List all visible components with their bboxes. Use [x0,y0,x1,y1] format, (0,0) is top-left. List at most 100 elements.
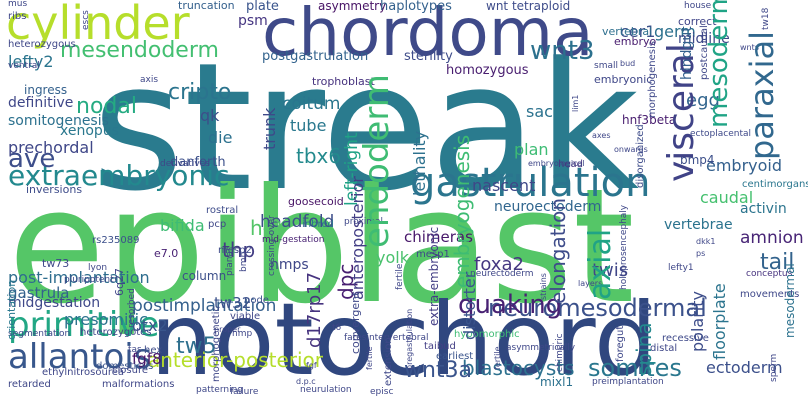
word-axial: axial [583,228,618,300]
word-headfold: headfold [260,212,335,232]
word-pluripotent: inversions [26,183,83,196]
word-neuroectoderm: neuroectoderm [494,199,602,215]
word-earliest: hypomorphic [454,329,520,340]
word-gastrula: gastrula [8,284,70,302]
word-lefty1: layers [578,279,603,288]
word-spina: spina [632,322,656,376]
word-proximal: proximal [344,217,384,227]
word-lyon: pluripotent [64,275,114,285]
word-d17rp17: d17rp17 [304,271,325,348]
word-failure: patterning [196,385,243,395]
word-inversions: derivatives [160,159,210,169]
word-t6: fatesintervertebral [344,333,429,343]
word-cylinder: cylinder [6,0,190,50]
word-definitive: definitive [8,95,74,111]
word-distorter: distorter [460,271,479,340]
word-polarity: polarity [688,291,707,352]
word-gastrulation: gastrulation [410,160,651,206]
word-column: column [182,269,227,283]
word-6q27: e7.0 [154,247,179,260]
word-wnt3: wnt3 [530,36,595,66]
word-day: wnts [740,43,759,52]
word-axes: onwards [614,145,648,154]
word-movements: conceptus [746,269,793,279]
word-haplotypes: haplotypes [380,0,452,14]
word-midline: midline [678,31,730,47]
word-foxa2: foxa2 [474,254,524,275]
word-pcp: node [244,295,269,306]
word-presomitic: presomitic [64,310,148,329]
word-plate: plate [246,0,279,14]
word-hex: domesticus [96,361,154,372]
word-sperm: dkk1 [696,237,716,246]
word-axis: escs [81,10,91,30]
word-sac: sac [526,102,553,121]
word-embryonic: tw18 [761,7,771,30]
word-plan: plan [514,140,549,159]
word-postcaudal: ectoplacental [690,129,751,139]
word-mus: ribs [8,11,27,22]
word-mesp1: mesp1 [416,249,450,260]
word-ingress: ingress [24,83,68,97]
word-allantois: allantois [8,337,152,377]
word-tas: nmp [232,329,253,339]
word-activin: activin [740,201,787,217]
word-planar: bmp [239,251,249,272]
word-trunk: trunk [260,107,279,150]
word-midgestation: midgestation [8,295,101,311]
word-wnt3a: wnt3a [404,358,473,383]
word-nascent: nascent [472,176,536,195]
word-disorganized: morphogenesis [647,41,658,118]
word-mesp2: mesp2 [218,245,252,256]
word-tw73: rs235089 [92,235,140,246]
word-convergent: convergent [349,291,362,354]
word-bud: small [594,61,618,71]
word-extension: taibud [424,341,456,352]
word-notochord: notochord [150,281,658,398]
word-proper: planar [225,247,235,276]
word-ectoderm: ectoderm [706,358,783,377]
word-qk: qk [200,106,220,125]
word-epiblast: epiblast [8,155,635,339]
word-lefty2: lefty2 [8,52,54,71]
word-ribs: heterozygous [8,39,76,50]
word-h-2: h-2 [250,216,283,240]
word-ventral: lyon [88,263,108,273]
word-fgf8: fgf8 [132,350,162,368]
word-tw5: tw5 [176,334,217,359]
word-taibud: earliest [436,351,474,362]
word-fgf: tas [128,345,142,355]
word-asymmetry: asymmetry [318,0,387,13]
word-tbx6: tbx6 [296,144,342,168]
word-bmp: crossing-over [267,215,277,276]
word-malformations: failure [230,387,259,397]
word-conceptus: hex [144,345,163,356]
word-prechordal: prechordal [8,138,94,157]
word-domesticus: closure [112,365,148,376]
word-otx2: otx2 [132,316,168,335]
word-dkk1: ps [696,249,706,258]
word-bifida: bifida [160,216,205,235]
word-chordoma: chordoma [262,0,594,71]
word-quaking: quaking [458,290,563,320]
word-primitive: primitive [8,305,160,345]
word-neurectoderm: mus [8,0,28,9]
word-tail: tail [760,250,795,275]
word-nodal: nodal [76,94,137,119]
word-episc: mixl1 [540,375,574,389]
word-anteroposterior: anteroposterior [348,176,367,300]
word-closure: ethylnitrosourea [42,367,124,378]
word-mesendoderm: mesendoderm [60,38,219,63]
word-tube: tube [290,116,327,135]
word-ps: lefty1 [668,263,694,273]
word-rostral: rostral [206,205,239,216]
word-viable: viable [230,311,261,322]
word-orientation: heterozygotes [80,327,152,338]
word-retarded: malformations [102,379,175,390]
word-small: lim1 [571,94,580,112]
word-morphogenesis: postcaudal [699,25,710,80]
word-wnts: strains [539,273,548,300]
word-rs235089: 6q27 [113,268,126,296]
word-hnf3beta: hnf3beta [622,113,677,127]
word-tw32: tw32 [214,294,252,312]
